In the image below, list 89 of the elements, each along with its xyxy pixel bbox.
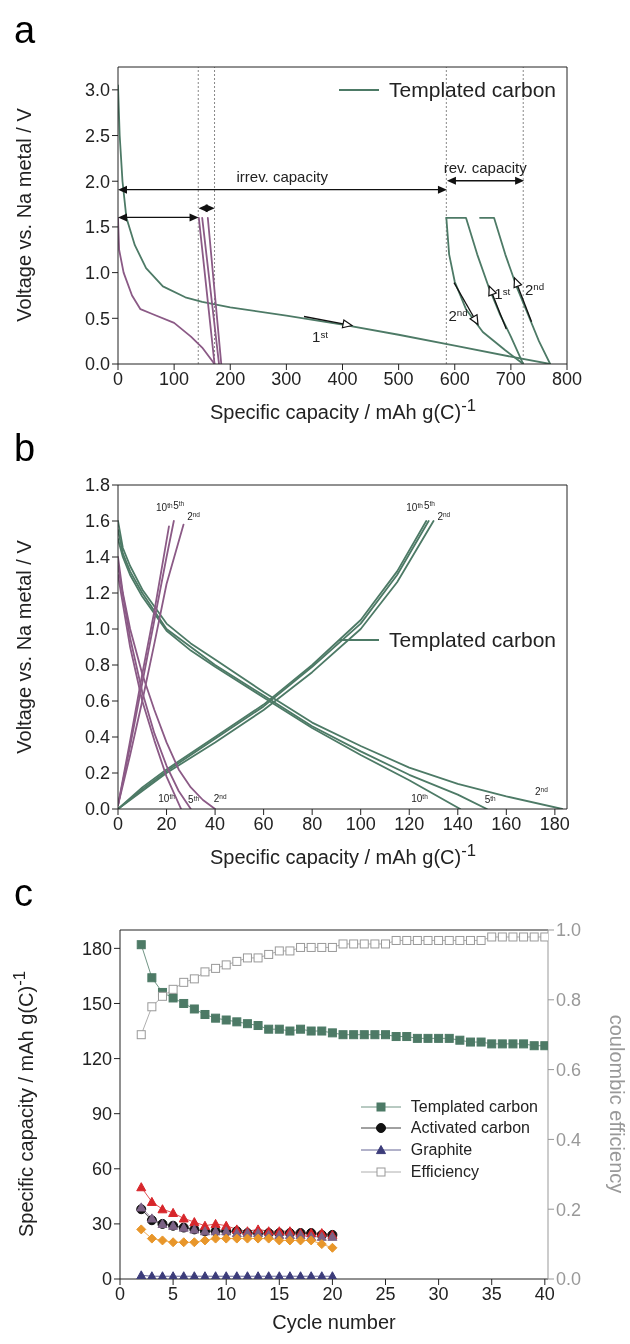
y-axis-title: Voltage vs. Na metal / V xyxy=(12,108,36,322)
x-tick-label: 600 xyxy=(439,368,470,389)
x-tick-label: 120 xyxy=(394,813,425,834)
chart-title: b xyxy=(14,426,36,470)
x-tick-label: 10 xyxy=(216,1283,237,1304)
y-tick-label: 3.0 xyxy=(84,80,110,101)
x-tick-label: 25 xyxy=(375,1283,396,1304)
legend-label: Templated carbon xyxy=(389,78,556,103)
x-tick-label: 0 xyxy=(114,1283,126,1304)
x-tick-label: 100 xyxy=(345,813,376,834)
x-axis-title: Specific capacity / mAh g(C)$^{-1}$ xyxy=(209,396,477,424)
legend-label: Efficiency xyxy=(410,1162,479,1181)
y-tick-label: 0.5 xyxy=(84,308,110,329)
y-tick-label: 30 xyxy=(91,1214,112,1235)
y2-tick-label: 0.6 xyxy=(556,1059,582,1080)
annotation: 2$^{nd}$ xyxy=(213,792,227,804)
annotation: 5$^{th}$ xyxy=(173,500,185,512)
x-tick-label: 60 xyxy=(253,813,274,834)
annotation: 10$^{th}$ xyxy=(158,792,176,804)
y-tick-label: 0.4 xyxy=(84,727,110,748)
annotation: 5$^{th}$ xyxy=(188,794,200,806)
annotation: 2$^{nd}$ xyxy=(524,280,545,298)
y-tick-label: 0.2 xyxy=(84,763,110,784)
y2-tick-label: 0.2 xyxy=(556,1199,582,1220)
y-tick-label: 1.5 xyxy=(84,217,110,238)
x-tick-label: 180 xyxy=(539,813,570,834)
y-tick-label: 0 xyxy=(101,1269,112,1290)
y-tick-label: 2.5 xyxy=(84,125,110,146)
y2-tick-label: 0.8 xyxy=(556,990,582,1011)
y2-tick-label: 0.0 xyxy=(556,1269,582,1290)
x-axis-title: Specific capacity / mAh g(C)$^{-1}$ xyxy=(209,841,477,869)
y-tick-label: 0.0 xyxy=(84,354,110,375)
annotation: 10$^{th}$ xyxy=(411,792,429,804)
x-tick-label: 20 xyxy=(322,1283,343,1304)
annotation: 2$^{nd}$ xyxy=(448,306,468,324)
y-tick-label: 1.0 xyxy=(84,263,110,284)
annotation: 1$^{st}$ xyxy=(494,285,511,303)
x-tick-label: 40 xyxy=(205,813,226,834)
y2-tick-label: 1.0 xyxy=(556,920,582,941)
y-tick-label: 0.0 xyxy=(84,799,110,820)
annotation: 2$^{nd}$ xyxy=(535,785,549,797)
x-tick-label: 160 xyxy=(491,813,522,834)
legend-label: Activated carbon xyxy=(410,1119,530,1138)
x-tick-label: 100 xyxy=(159,368,190,389)
chart-title: a xyxy=(14,8,36,52)
y2-axis-title: coulombic efficiency xyxy=(604,1014,628,1194)
x-tick-label: 80 xyxy=(302,813,323,834)
x-tick-label: 35 xyxy=(481,1283,502,1304)
y-tick-label: 180 xyxy=(81,938,112,959)
legend-label: Graphite xyxy=(410,1140,473,1159)
x-tick-label: 140 xyxy=(442,813,473,834)
y-tick-label: 150 xyxy=(81,993,112,1014)
x-tick-label: 500 xyxy=(383,368,414,389)
x-tick-label: 15 xyxy=(269,1283,290,1304)
annotation: irrev. capacity xyxy=(236,168,329,186)
y-tick-label: 1.2 xyxy=(84,583,110,604)
y-tick-label: 0.6 xyxy=(84,691,110,712)
y-tick-label: 1.0 xyxy=(84,619,110,640)
x-tick-label: 400 xyxy=(327,368,358,389)
annotation: 1$^{st}$ xyxy=(312,328,329,346)
x-tick-label: 40 xyxy=(534,1283,555,1304)
annotation: 5$^{th}$ xyxy=(423,500,436,512)
y-tick-label: 1.4 xyxy=(84,547,110,568)
annotation: 2$^{nd}$ xyxy=(187,511,201,523)
x-tick-label: 20 xyxy=(156,813,177,834)
annotation: 10$^{th}$ xyxy=(406,501,424,513)
legend-label: Templated carbon xyxy=(410,1097,538,1116)
annotation: rev. capacity xyxy=(443,159,528,177)
y-tick-label: 120 xyxy=(81,1048,112,1069)
y-tick-label: 1.6 xyxy=(84,511,110,532)
x-tick-label: 300 xyxy=(271,368,302,389)
x-tick-label: 5 xyxy=(168,1283,179,1304)
y-tick-label: 2.0 xyxy=(84,171,110,192)
legend-label: Templated carbon xyxy=(389,628,556,653)
y-tick-label: 60 xyxy=(91,1159,112,1180)
chart-title: c xyxy=(14,871,33,915)
annotation: 10$^{th}$ xyxy=(156,501,174,513)
y-axis-title: Voltage vs. Na metal / V xyxy=(12,539,36,754)
y2-tick-label: 0.4 xyxy=(556,1129,582,1150)
annotation: 2$^{nd}$ xyxy=(437,511,451,523)
x-tick-label: 30 xyxy=(428,1283,449,1304)
annotation: 5$^{th}$ xyxy=(484,794,497,806)
x-tick-label: 200 xyxy=(215,368,246,389)
x-axis-title: Cycle number xyxy=(271,1311,397,1334)
x-tick-label: 800 xyxy=(551,368,583,389)
x-tick-label: 700 xyxy=(495,368,526,389)
y-tick-label: 0.8 xyxy=(84,655,110,676)
y-tick-label: 1.8 xyxy=(84,475,110,496)
y-tick-label: 90 xyxy=(91,1104,112,1125)
